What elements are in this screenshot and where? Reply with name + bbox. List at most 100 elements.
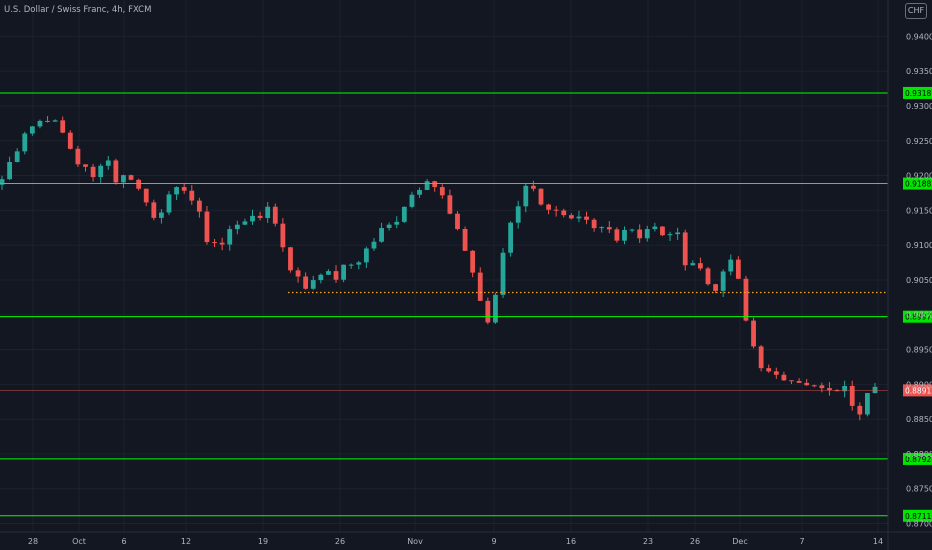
candle xyxy=(827,382,832,396)
time-axis[interactable]: 28 Oct 6 12 19 26 Nov 9 16 23 26 Dec 7 14 xyxy=(0,531,932,546)
candle-body xyxy=(333,271,339,280)
candle-body xyxy=(660,226,665,236)
candle-body xyxy=(219,242,225,245)
level-price-label: 0.93187 xyxy=(905,89,932,98)
time-tick-label: 19 xyxy=(258,537,268,546)
currency-button[interactable]: CHF xyxy=(905,3,927,19)
candle xyxy=(758,344,764,372)
candle xyxy=(121,174,126,188)
candle xyxy=(515,200,521,229)
candle xyxy=(265,202,271,223)
candle-body xyxy=(705,268,711,285)
candle-body xyxy=(523,185,529,207)
candle-body xyxy=(14,151,20,163)
candle xyxy=(629,228,635,233)
candle xyxy=(728,254,734,276)
candle xyxy=(530,180,536,192)
candle xyxy=(280,218,286,252)
candle xyxy=(75,145,81,167)
candle xyxy=(500,248,506,298)
candle-body xyxy=(326,271,331,275)
candle xyxy=(83,164,88,172)
candle xyxy=(356,260,362,270)
candle-body xyxy=(280,223,286,248)
candle-body xyxy=(136,179,142,189)
grid xyxy=(0,0,888,532)
candle xyxy=(0,175,5,190)
candle-body xyxy=(295,270,301,277)
candle xyxy=(675,227,681,240)
candle-body xyxy=(713,284,718,291)
candle xyxy=(462,226,468,252)
candle-body xyxy=(766,368,772,372)
horizontal-levels[interactable]: 0.93187 0.91885 0.89972 0.87928 0.87111 0.889… xyxy=(0,86,932,522)
candle-body xyxy=(796,381,802,383)
candle-body xyxy=(424,181,430,190)
candle-body xyxy=(174,187,179,195)
candle-body xyxy=(584,216,589,220)
candle-body xyxy=(98,165,104,178)
candle-body xyxy=(500,252,506,295)
candle xyxy=(584,211,589,225)
candle xyxy=(477,267,483,302)
candle-body xyxy=(515,206,521,223)
candle-body xyxy=(29,126,35,134)
current-price-label-bg xyxy=(903,384,932,397)
candle-body xyxy=(303,276,309,289)
candle-body xyxy=(720,271,726,291)
candle-body xyxy=(690,263,696,266)
candle xyxy=(606,221,612,234)
candle xyxy=(546,203,551,215)
candle xyxy=(174,186,179,201)
time-tick-label: 12 xyxy=(181,537,191,546)
candle-body xyxy=(386,224,392,228)
candle-body xyxy=(341,264,347,280)
candle-body xyxy=(682,232,688,266)
candle-body xyxy=(629,229,635,231)
candle xyxy=(348,263,354,269)
candle-body xyxy=(447,195,453,214)
price-tick-label: 0.87000 xyxy=(906,520,932,529)
candle-body xyxy=(819,385,825,389)
candle xyxy=(136,178,142,191)
candle xyxy=(439,184,445,199)
candle-body xyxy=(121,175,126,183)
candle xyxy=(690,260,696,266)
time-tick-label: 9 xyxy=(491,537,496,546)
candle xyxy=(493,292,498,324)
candle xyxy=(622,226,627,245)
candle-body xyxy=(811,385,817,387)
level-price-label: 0.87111 xyxy=(905,512,932,521)
candle-body xyxy=(865,393,870,415)
candle xyxy=(409,191,415,209)
candle xyxy=(599,226,605,233)
candle-body xyxy=(652,226,658,230)
candle xyxy=(576,210,582,223)
candle-body xyxy=(227,229,233,245)
candle-body xyxy=(250,215,255,222)
candle xyxy=(143,188,149,207)
candle-body xyxy=(75,148,81,165)
candle xyxy=(272,203,278,227)
candle-body xyxy=(773,371,779,375)
candle-body xyxy=(462,229,468,251)
candle-body xyxy=(204,211,210,243)
candle xyxy=(181,182,187,194)
candle-body xyxy=(189,190,195,201)
candle-body xyxy=(599,227,605,229)
candle-body xyxy=(735,259,741,279)
candle-body xyxy=(849,385,855,406)
candle xyxy=(401,206,407,223)
candle-body xyxy=(371,241,377,249)
candle-body xyxy=(493,294,498,323)
candle-body xyxy=(667,234,673,236)
candle-body xyxy=(561,210,567,216)
candle-body xyxy=(45,120,50,122)
candle xyxy=(29,125,35,136)
